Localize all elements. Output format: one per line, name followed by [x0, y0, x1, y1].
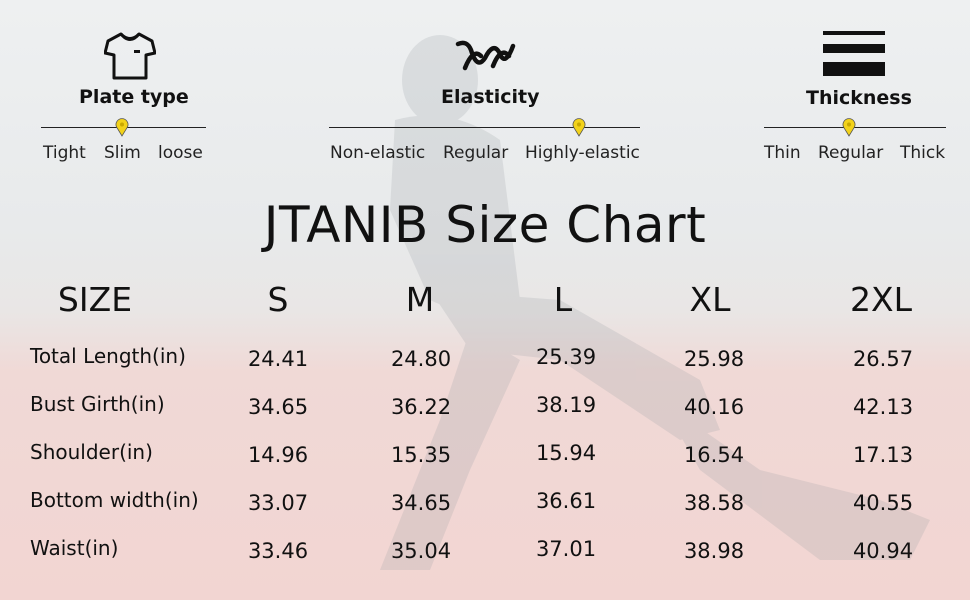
thickness-option-regular: Regular	[818, 143, 884, 163]
elasticity-option-non-elastic: Non-elastic	[330, 143, 426, 163]
table-cell: 38.58	[683, 491, 745, 515]
table-cell: 25.39	[535, 345, 597, 369]
table-cell: 14.96	[247, 443, 309, 467]
elasticity-title: Elasticity	[441, 86, 540, 108]
plate-type-option-slim: Slim	[104, 143, 141, 163]
row-label: Bottom width(in)	[30, 488, 199, 512]
table-cell: 15.35	[390, 443, 452, 467]
row-label: Waist(in)	[30, 536, 119, 560]
table-cell: 38.98	[683, 539, 745, 563]
elasticity-marker-icon	[572, 118, 586, 137]
tshirt-icon	[104, 32, 156, 80]
table-cell: 17.13	[852, 443, 914, 467]
thickness-marker-icon	[842, 118, 856, 137]
size-header-2xl: 2XL	[850, 280, 912, 319]
thickness-scale-line	[764, 127, 946, 128]
plate-type-option-loose: loose	[158, 143, 203, 163]
table-cell: 34.65	[390, 491, 452, 515]
thickness-option-thick: Thick	[900, 143, 946, 163]
size-header-s: S	[267, 280, 289, 319]
size-header-l: L	[553, 280, 573, 319]
table-cell: 16.54	[683, 443, 745, 467]
table-cell: 40.94	[852, 539, 914, 563]
plate-type-marker-icon	[115, 118, 129, 137]
elasticity-scale-line	[329, 127, 640, 128]
row-label: Bust Girth(in)	[30, 392, 165, 416]
table-cell: 40.16	[683, 395, 745, 419]
size-header-xl: XL	[689, 280, 731, 319]
row-label: Total Length(in)	[30, 344, 186, 368]
table-cell: 38.19	[535, 393, 597, 417]
thickness-option-thin: Thin	[764, 143, 801, 163]
thickness-title: Thickness	[806, 87, 912, 109]
table-cell: 25.98	[683, 347, 745, 371]
table-cell: 42.13	[852, 395, 914, 419]
elasticity-option-highly-elastic: Highly-elastic	[525, 143, 640, 163]
table-cell: 34.65	[247, 395, 309, 419]
table-cell: 40.55	[852, 491, 914, 515]
size-header-label: SIZE	[57, 280, 133, 319]
table-cell: 37.01	[535, 537, 597, 561]
table-cell: 15.94	[535, 441, 597, 465]
size-header-m: M	[405, 280, 435, 319]
thickness-bars-icon	[823, 31, 885, 76]
plate-type-title: Plate type	[79, 86, 189, 108]
elasticity-wave-icon	[455, 40, 516, 71]
table-cell: 24.41	[247, 347, 309, 371]
table-cell: 24.80	[390, 347, 452, 371]
table-cell: 36.22	[390, 395, 452, 419]
elasticity-option-regular: Regular	[443, 143, 509, 163]
plate-type-option-tight: Tight	[43, 143, 86, 163]
table-cell: 33.07	[247, 491, 309, 515]
table-cell: 36.61	[535, 489, 597, 513]
row-label: Shoulder(in)	[30, 440, 153, 464]
table-cell: 26.57	[852, 347, 914, 371]
table-cell: 33.46	[247, 539, 309, 563]
size-chart-title: JTANIB Size Chart	[263, 196, 707, 254]
table-cell: 35.04	[390, 539, 452, 563]
